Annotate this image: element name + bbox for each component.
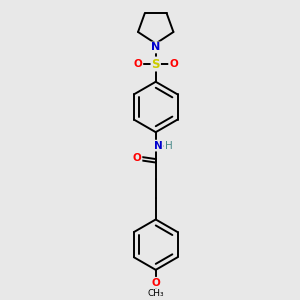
Text: S: S [152,58,160,70]
Text: O: O [134,59,142,69]
Text: O: O [133,154,142,164]
Text: N: N [154,141,163,151]
Text: O: O [169,59,178,69]
Text: O: O [151,278,160,288]
Text: N: N [151,42,160,52]
Text: H: H [165,141,172,151]
Text: CH₃: CH₃ [147,289,164,298]
